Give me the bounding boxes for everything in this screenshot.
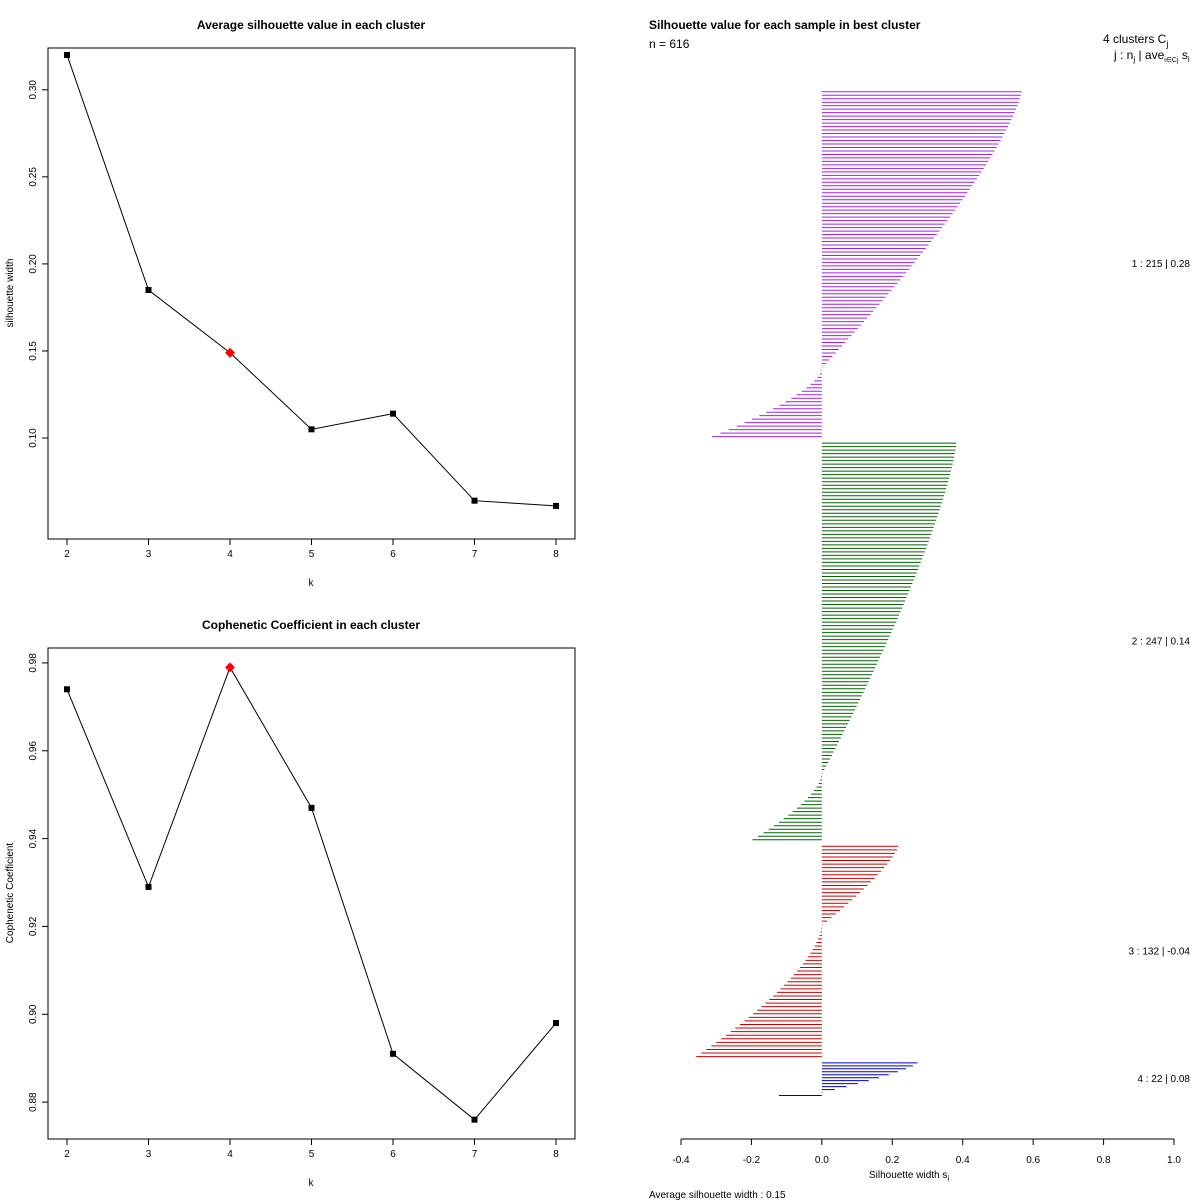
cophenetic-line-chart: Cophenetic Coefficient in each cluster k… bbox=[5, 618, 576, 1189]
x-tick-label: 0.8 bbox=[1097, 1155, 1111, 1166]
x-tick-label: 2 bbox=[64, 549, 70, 560]
x-tick-label: 3 bbox=[146, 1149, 152, 1160]
x-axis-label: Silhouette width si bbox=[869, 1170, 949, 1183]
y-tick-label: 0.94 bbox=[28, 828, 39, 848]
header-stats-text: j : n bbox=[1113, 48, 1133, 62]
x-axis-label: k bbox=[309, 578, 315, 589]
y-tick-label: 0.20 bbox=[28, 254, 39, 274]
header-stats-sub: j bbox=[1132, 55, 1135, 64]
data-point bbox=[64, 686, 70, 693]
header-clusters: 4 clusters Cj bbox=[1103, 32, 1168, 49]
x-tick-label: 0.6 bbox=[1026, 1155, 1040, 1166]
x-tick-label: 0.2 bbox=[885, 1155, 899, 1166]
data-point bbox=[145, 883, 152, 890]
header-si-text: s bbox=[1179, 48, 1188, 62]
data-point bbox=[390, 1050, 396, 1057]
chart-title: Silhouette value for each sample in best… bbox=[649, 18, 921, 32]
x-tick-label: -0.4 bbox=[672, 1155, 690, 1166]
y-tick-label: 0.98 bbox=[28, 653, 39, 673]
cluster-3-bars bbox=[696, 845, 899, 1058]
data-point bbox=[64, 51, 70, 58]
y-tick-label: 0.96 bbox=[28, 741, 39, 761]
y-tick-label: 0.90 bbox=[28, 1004, 39, 1024]
x-tick-label: 7 bbox=[472, 549, 478, 560]
x-tick-label: 0.0 bbox=[815, 1155, 829, 1166]
chart-title: Cophenetic Coefficient in each cluster bbox=[202, 618, 420, 632]
x-axis-label: k bbox=[309, 1178, 315, 1189]
x-tick-label: 3 bbox=[146, 549, 152, 560]
y-axis-ticks: 0.10 0.15 0.20 0.25 0.30 bbox=[28, 80, 48, 448]
y-tick-label: 0.30 bbox=[28, 80, 39, 100]
sample-count: n = 616 bbox=[649, 37, 690, 51]
chart-title: Average silhouette value in each cluster bbox=[197, 18, 426, 32]
cluster-4-bars bbox=[778, 1062, 918, 1097]
x-tick-label: 4 bbox=[227, 549, 233, 560]
x-tick-label: 6 bbox=[390, 549, 396, 560]
data-point bbox=[308, 804, 315, 811]
plot-frame bbox=[47, 647, 576, 1140]
y-tick-label: 0.10 bbox=[28, 428, 39, 448]
cluster-2-label: 2 : 247 | 0.14 bbox=[1132, 636, 1191, 647]
plot-frame bbox=[47, 47, 576, 540]
best-k-point bbox=[225, 347, 235, 358]
cluster-2-bars bbox=[752, 442, 957, 841]
header-clusters-text: 4 clusters C bbox=[1103, 32, 1167, 46]
data-point bbox=[308, 426, 315, 433]
x-tick-label: 8 bbox=[553, 549, 559, 560]
x-tick-label: 5 bbox=[309, 1149, 315, 1160]
y-tick-label: 0.15 bbox=[28, 341, 39, 361]
header-si-sub: i bbox=[1188, 55, 1190, 64]
header-stats: j : nj | avei∈Cj si bbox=[1113, 48, 1190, 64]
header-ave-sub: i∈Cj bbox=[1164, 57, 1179, 64]
x-axis-label-text: Silhouette width s bbox=[869, 1170, 947, 1181]
x-tick-label: 6 bbox=[390, 1149, 396, 1160]
y-axis-label: Cophenetic Coefficient bbox=[5, 843, 16, 944]
silhouette-bars bbox=[696, 91, 1022, 1097]
x-tick-label: -0.2 bbox=[743, 1155, 761, 1166]
series-line bbox=[66, 54, 557, 507]
y-axis-ticks: 0.88 0.90 0.92 0.94 0.96 0.98 bbox=[28, 653, 48, 1112]
cluster-1-bars bbox=[711, 91, 1022, 438]
x-tick-label: 0.4 bbox=[956, 1155, 970, 1166]
x-tick-label: 1.0 bbox=[1167, 1155, 1181, 1166]
data-point bbox=[145, 287, 152, 294]
cluster-1-label: 1 : 215 | 0.28 bbox=[1132, 259, 1191, 270]
best-k-point bbox=[225, 662, 235, 673]
data-point bbox=[553, 1020, 559, 1027]
data-point bbox=[471, 497, 478, 504]
average-silhouette-footer: Average silhouette width : 0.15 bbox=[649, 1190, 786, 1200]
cluster-labels: 1 : 215 | 0.28 2 : 247 | 0.14 3 : 132 | -0… bbox=[1128, 259, 1190, 1085]
x-tick-label: 2 bbox=[64, 1149, 70, 1160]
x-tick-label: 7 bbox=[472, 1149, 478, 1160]
x-axis-label-sub: i bbox=[947, 1174, 949, 1183]
x-axis-ticks: 2 3 4 5 6 7 8 bbox=[64, 539, 559, 560]
x-tick-label: 4 bbox=[227, 1149, 233, 1160]
cluster-header: 4 clusters Cj j : nj | avei∈Cj si bbox=[1103, 32, 1190, 64]
series bbox=[64, 662, 559, 1123]
header-ave-text: | ave bbox=[1135, 48, 1164, 62]
header-clusters-sub: j bbox=[1165, 39, 1168, 49]
data-point bbox=[553, 502, 559, 509]
y-tick-label: 0.88 bbox=[28, 1092, 39, 1112]
x-tick-label: 5 bbox=[309, 549, 315, 560]
x-tick-label: 8 bbox=[553, 1149, 559, 1160]
series-line bbox=[66, 666, 557, 1121]
cluster-4-label: 4 : 22 | 0.08 bbox=[1137, 1074, 1190, 1085]
series bbox=[64, 51, 559, 509]
silhouette-line-chart: Average silhouette value in each cluster… bbox=[5, 18, 576, 589]
data-point bbox=[471, 1116, 478, 1123]
y-axis-label: silhouette width bbox=[5, 259, 16, 328]
x-axis-ticks: 2 3 4 5 6 7 8 bbox=[64, 1139, 559, 1160]
cluster-3-label: 3 : 132 | -0.04 bbox=[1128, 946, 1190, 957]
data-point bbox=[390, 410, 396, 417]
x-axis-ticks: -0.4 -0.2 0.0 0.2 0.4 0.6 0.8 1.0 bbox=[672, 1139, 1181, 1166]
y-tick-label: 0.92 bbox=[28, 916, 39, 936]
silhouette-bar-chart: Silhouette value for each sample in best… bbox=[649, 18, 1190, 1200]
y-tick-label: 0.25 bbox=[28, 167, 39, 187]
